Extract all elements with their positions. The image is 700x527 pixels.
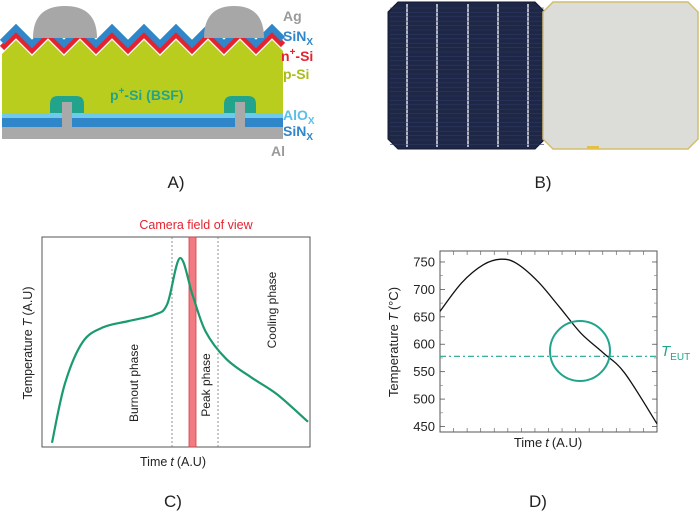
peak-phase-label: Peak phase — [199, 353, 213, 417]
caption-d: D) — [529, 492, 547, 511]
panel-a-cross-section: Ag SiNX n+-Si p-Si AlOX SiNX Al p+-Si (B… — [0, 6, 315, 192]
label-p-si: p-Si — [283, 66, 309, 82]
label-ag: Ag — [283, 8, 302, 24]
d-series-line — [439, 258, 658, 425]
front-busbars — [406, 4, 529, 147]
d-ylabel: TemperatureT(°C) — [386, 287, 401, 397]
d-ytick-label: 600 — [413, 337, 435, 352]
d-plot-frame — [439, 250, 658, 433]
label-al: Al — [271, 143, 285, 159]
label-sinx-bottom: SiNX — [283, 123, 313, 143]
cooling-phase-label: Cooling phase — [265, 271, 279, 348]
ag-contact-left — [33, 6, 97, 38]
d-ytick-label: 700 — [413, 282, 435, 297]
alox-layer — [2, 113, 283, 118]
d-ytick-label: 650 — [413, 309, 435, 324]
al-contact-right — [235, 102, 245, 127]
d-ytick-label: 550 — [413, 364, 435, 379]
panel-b-photos: B) — [387, 1, 699, 192]
front-fingers — [390, 7, 544, 145]
caption-c: C) — [164, 492, 182, 511]
rear-solder-pad — [587, 146, 599, 149]
camera-field-bar — [188, 236, 197, 448]
label-n-plus-si: n+-Si — [281, 47, 313, 64]
t-eut-highlight-circle — [549, 320, 611, 382]
d-ytick-label: 500 — [413, 392, 435, 407]
label-bsf: p+-Si (BSF) — [110, 86, 184, 103]
ag-contact-right — [204, 6, 264, 38]
panel-d-chart: 450 500 550 600 650 700 750 TEUT Time t (A.U) Te… — [386, 250, 690, 511]
al-layer — [2, 127, 283, 139]
caption-a: A) — [168, 173, 185, 192]
c-plot-frame — [41, 236, 311, 448]
d-xlabel: Time t (A.U) — [514, 435, 582, 450]
d-ytick-label: 750 — [413, 254, 435, 269]
p-si-layer — [2, 40, 283, 113]
t-eut-label: TEUT — [661, 343, 690, 363]
c-xlabel: Time t (A.U) — [140, 455, 206, 469]
c-series-line — [50, 256, 309, 444]
label-alox: AlOX — [283, 107, 315, 127]
sinx-bottom-layer — [2, 118, 283, 127]
panel-c-chart: Camera field of view Burnout phase Peak … — [21, 218, 311, 511]
c-ylabel: TemperatureT(A.U) — [21, 287, 35, 400]
al-contact-left — [62, 102, 72, 127]
caption-b: B) — [535, 173, 552, 192]
burnout-phase-label: Burnout phase — [127, 344, 141, 422]
d-ytick-label: 450 — [413, 419, 435, 434]
d-x-axis-ticks — [453, 251, 644, 432]
d-y-axis-ticks: 450 500 550 600 650 700 750 — [413, 254, 657, 434]
label-sinx-top: SiNX — [283, 28, 313, 48]
camera-field-label: Camera field of view — [139, 218, 253, 232]
rear-cell-photo — [542, 1, 699, 150]
